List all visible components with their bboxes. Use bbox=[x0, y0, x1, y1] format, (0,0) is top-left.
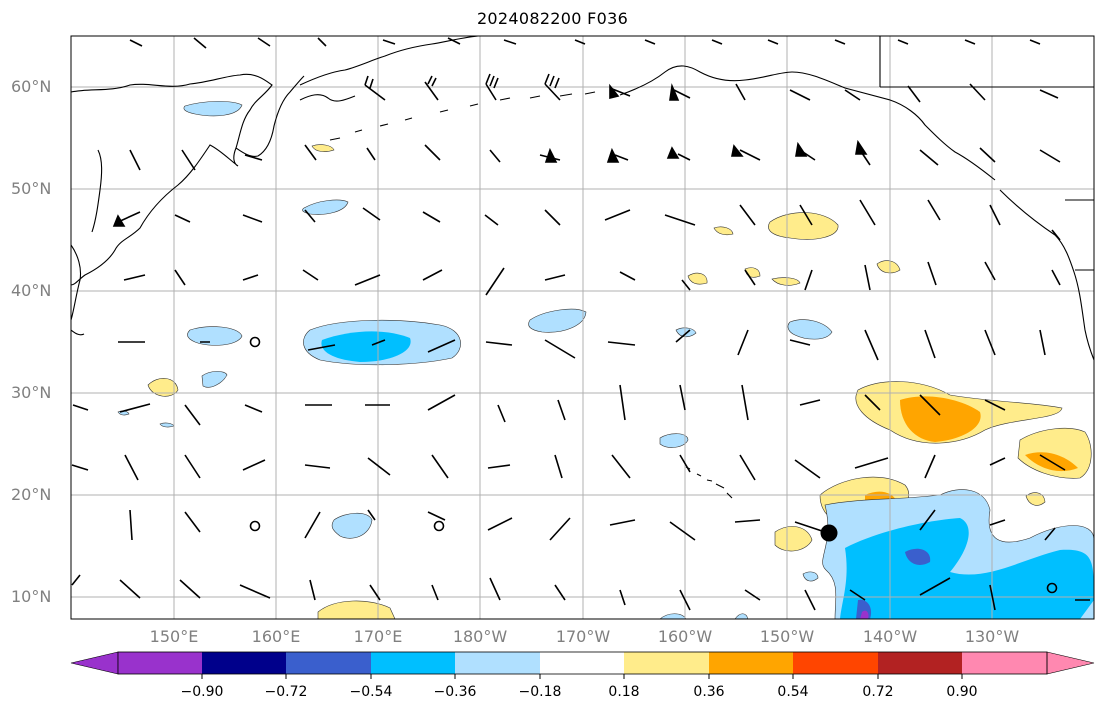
calm-wind-circle bbox=[433, 520, 445, 532]
negative-anomaly-region bbox=[787, 319, 833, 340]
lat-label-50n: 50°N bbox=[11, 179, 52, 198]
positive-anomaly-region bbox=[317, 600, 396, 619]
calm-markers bbox=[249, 336, 1058, 594]
positive-anomaly-region bbox=[687, 272, 708, 285]
wind-barb bbox=[364, 73, 1059, 103]
colorbar-segment bbox=[118, 652, 202, 674]
lon-label-150e: 150°E bbox=[149, 627, 199, 646]
lon-label-170e: 170°E bbox=[353, 627, 403, 646]
wind-barbs bbox=[71, 37, 1090, 611]
lat-label-10n: 10°N bbox=[11, 587, 52, 606]
strong-positive-anomaly-region bbox=[900, 396, 981, 442]
alaska-peninsula-coast bbox=[619, 65, 996, 181]
colorbar-segment bbox=[793, 652, 878, 674]
calm-wind-circle bbox=[249, 520, 261, 532]
map-title: 2024082200 F036 bbox=[476, 9, 629, 28]
extreme-negative-anomaly-region bbox=[860, 610, 869, 619]
positive-anomaly-region bbox=[876, 260, 901, 274]
calm-wind-circle bbox=[249, 336, 261, 348]
colorbar-segment bbox=[624, 652, 709, 674]
wind-barb bbox=[123, 261, 1061, 296]
lat-label-60n: 60°N bbox=[11, 77, 52, 96]
lon-label-160w: 160°W bbox=[657, 627, 713, 646]
lon-label-130w: 130°W bbox=[964, 627, 1020, 646]
colorbar-tick-label: −0.72 bbox=[264, 684, 308, 700]
positive-anomaly-region bbox=[1025, 492, 1046, 506]
negative-anomaly-region bbox=[201, 371, 228, 388]
colorbar-segment bbox=[962, 652, 1047, 674]
colorbar-segment bbox=[371, 652, 455, 674]
negative-anomaly-region bbox=[302, 199, 349, 215]
canada-border bbox=[879, 36, 1094, 88]
lon-label-180w: 180°W bbox=[452, 627, 508, 646]
lon-label-150w: 150°W bbox=[759, 627, 815, 646]
calm-wind-circle bbox=[1046, 582, 1058, 594]
wind-barb bbox=[72, 384, 1006, 426]
lat-label-20n: 20°N bbox=[11, 485, 52, 504]
colorbar-segment bbox=[709, 652, 793, 674]
lon-label-140w: 140°W bbox=[862, 627, 918, 646]
strong-negative-anomaly-region bbox=[840, 518, 1094, 619]
colorbar-extend-low bbox=[70, 651, 119, 675]
wind-barb bbox=[129, 509, 1056, 541]
negative-anomaly-region bbox=[187, 326, 243, 346]
positive-anomaly-region bbox=[774, 526, 813, 552]
map-border bbox=[70, 35, 1095, 620]
wind-barb bbox=[71, 454, 1066, 481]
colorbar-tick-label: 0.18 bbox=[608, 684, 640, 700]
colorbar-tick-label: 0.72 bbox=[862, 684, 894, 700]
negative-anomaly-region bbox=[183, 101, 243, 117]
colorbar-tick-label: 0.36 bbox=[693, 684, 725, 700]
colorbar-tick-label: −0.54 bbox=[349, 684, 393, 700]
wind-barb bbox=[71, 574, 1090, 611]
negative-anomaly-region bbox=[331, 512, 373, 539]
lat-label-40n: 40°N bbox=[11, 281, 52, 300]
colorbar-tick-label: −0.36 bbox=[433, 684, 477, 700]
lon-label-170w: 170°W bbox=[555, 627, 611, 646]
japan-coast bbox=[71, 244, 85, 336]
positive-anomaly-region bbox=[311, 144, 335, 152]
colorbar-segment bbox=[202, 652, 286, 674]
positive-anomaly-region bbox=[713, 226, 734, 236]
strong-negative-anomaly-region bbox=[321, 331, 411, 362]
sakhalin-coast bbox=[91, 149, 103, 233]
negative-anomaly-region bbox=[528, 308, 587, 333]
coastlines bbox=[71, 36, 1094, 499]
colorbar-extend-high bbox=[1046, 651, 1095, 675]
colorbar-segment bbox=[455, 652, 540, 674]
negative-anomaly-region bbox=[675, 327, 697, 338]
lon-label-160e: 160°E bbox=[251, 627, 301, 646]
north-america-coast bbox=[999, 189, 1094, 361]
colorbar bbox=[70, 651, 1095, 679]
colorbar-segment bbox=[286, 652, 371, 674]
positive-anomaly-region bbox=[771, 277, 801, 286]
storm-center-marker bbox=[820, 524, 838, 542]
wind-barb bbox=[118, 329, 1046, 361]
colorbar-tick-label: 0.54 bbox=[777, 684, 809, 700]
very-strong-negative-anomaly-region bbox=[905, 548, 931, 565]
lat-label-30n: 30°N bbox=[11, 383, 52, 402]
colorbar-segment bbox=[540, 652, 624, 674]
wind-barb bbox=[129, 37, 1041, 49]
negative-anomaly-region bbox=[659, 433, 689, 448]
graticule bbox=[71, 36, 1094, 619]
colorbar-segment bbox=[878, 652, 962, 674]
wind-barb bbox=[117, 199, 1061, 241]
kamchatka-coast bbox=[235, 75, 305, 157]
colorbar-tick-label: 0.90 bbox=[946, 684, 978, 700]
negative-anomaly-region bbox=[802, 571, 819, 582]
alaska-coastline bbox=[299, 36, 479, 102]
colorbar-tick-label: −0.18 bbox=[518, 684, 562, 700]
asia-coastline bbox=[71, 73, 273, 286]
colorbar-tick-label: −0.90 bbox=[180, 684, 224, 700]
aleutian-islands bbox=[329, 91, 596, 141]
wind-pennant bbox=[112, 83, 868, 227]
